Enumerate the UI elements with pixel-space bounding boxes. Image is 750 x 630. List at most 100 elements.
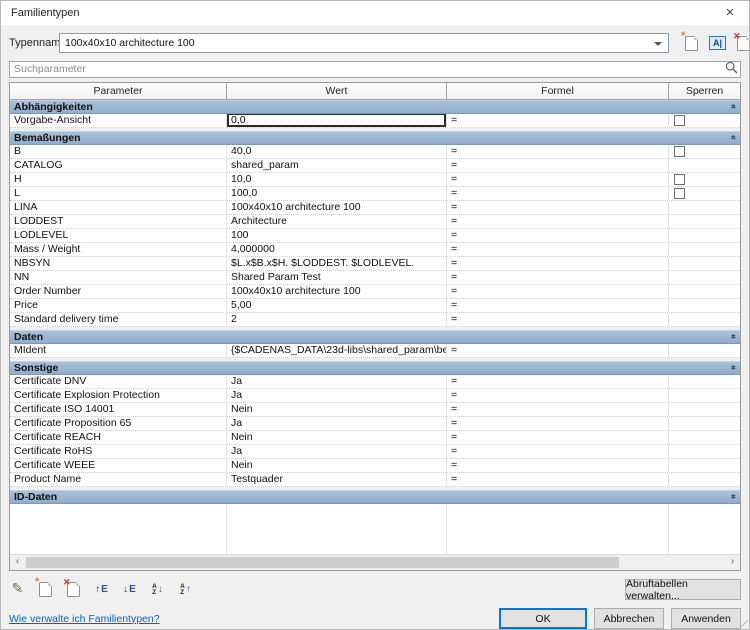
collapse-icon[interactable]: « bbox=[728, 134, 739, 141]
section-header-abh-ngigkeiten[interactable]: Abhängigkeiten « bbox=[10, 99, 740, 114]
parameter-row[interactable]: CATALOG shared_param = bbox=[10, 158, 740, 173]
parameter-row[interactable]: Standard delivery time 2 = bbox=[10, 312, 740, 327]
move-parameter-up-icon[interactable]: ↑ E bbox=[95, 584, 108, 595]
resize-grip[interactable] bbox=[740, 620, 748, 628]
parameter-row[interactable]: LODDEST Architecture = bbox=[10, 214, 740, 229]
parameter-row[interactable]: H 10,0 = bbox=[10, 172, 740, 187]
formula-cell[interactable]: = bbox=[447, 228, 669, 242]
section-header-bema-ungen[interactable]: Bemaßungen « bbox=[10, 130, 740, 145]
parameter-value-cell[interactable]: 2 bbox=[227, 312, 447, 326]
horizontal-scrollbar[interactable]: ‹ › bbox=[10, 553, 740, 570]
parameter-row[interactable]: Order Number 100x40x10 architecture 100 = bbox=[10, 284, 740, 299]
parameter-row[interactable]: NN Shared Param Test = bbox=[10, 270, 740, 285]
parameter-value-cell[interactable]: Testquader bbox=[227, 472, 447, 486]
parameter-value-cell[interactable] bbox=[227, 113, 447, 127]
parameter-row[interactable]: MIdent {$CADENAS_DATA\23d-libs\shared_par… bbox=[10, 343, 740, 358]
column-header-formel[interactable]: Formel bbox=[447, 82, 669, 100]
formula-cell[interactable]: = bbox=[447, 256, 669, 270]
parameter-value-cell[interactable]: Ja bbox=[227, 374, 447, 388]
parameter-value-cell[interactable]: 100x40x10 architecture 100 bbox=[227, 284, 447, 298]
cancel-button[interactable]: Abbrechen bbox=[594, 608, 664, 629]
parameter-value-cell[interactable]: Shared Param Test bbox=[227, 270, 447, 284]
scrollbar-thumb[interactable] bbox=[26, 556, 619, 568]
parameter-value-cell[interactable]: Architecture bbox=[227, 214, 447, 228]
formula-cell[interactable]: = bbox=[447, 158, 669, 172]
new-type-icon[interactable]: * bbox=[681, 30, 700, 52]
parameter-row[interactable]: Product Name Testquader = bbox=[10, 472, 740, 487]
formula-cell[interactable]: = bbox=[447, 242, 669, 256]
section-header-daten[interactable]: Daten « bbox=[10, 329, 740, 344]
help-link[interactable]: Wie verwalte ich Familientypen? bbox=[9, 612, 160, 625]
formula-cell[interactable]: = bbox=[447, 312, 669, 326]
parameter-row[interactable]: L 100,0 = bbox=[10, 186, 740, 201]
formula-cell[interactable]: = bbox=[447, 186, 669, 200]
collapse-icon[interactable]: « bbox=[728, 103, 739, 110]
parameter-value-cell[interactable]: 100x40x10 architecture 100 bbox=[227, 200, 447, 214]
formula-cell[interactable]: = bbox=[447, 374, 669, 388]
delete-parameter-icon[interactable]: ✕ bbox=[63, 578, 82, 598]
formula-cell[interactable]: = bbox=[447, 113, 669, 127]
delete-type-icon[interactable]: ✕ bbox=[733, 31, 749, 52]
parameter-value-cell[interactable]: 4,000000 bbox=[227, 242, 447, 256]
parameter-value-cell[interactable]: Ja bbox=[227, 388, 447, 402]
collapse-icon[interactable]: « bbox=[728, 364, 739, 371]
parameter-row[interactable]: Certificate RoHS Ja = bbox=[10, 444, 740, 459]
formula-cell[interactable]: = bbox=[447, 343, 669, 357]
formula-cell[interactable]: = bbox=[447, 172, 669, 186]
expand-icon[interactable]: » bbox=[728, 493, 739, 500]
value-edit-input[interactable] bbox=[227, 113, 446, 127]
lock-checkbox[interactable] bbox=[674, 145, 685, 157]
formula-cell[interactable]: = bbox=[447, 472, 669, 486]
formula-cell[interactable]: = bbox=[447, 200, 669, 214]
column-header-sperren[interactable]: Sperren bbox=[669, 82, 740, 100]
scroll-left-icon[interactable]: ‹ bbox=[15, 556, 20, 567]
formula-cell[interactable]: = bbox=[447, 458, 669, 472]
parameter-value-cell[interactable]: 10,0 bbox=[227, 172, 447, 186]
sort-descending-icon[interactable]: A Z ↑ bbox=[180, 582, 191, 596]
parameter-value-cell[interactable]: 5,00 bbox=[227, 298, 447, 312]
parameter-value-cell[interactable]: 40,0 bbox=[227, 144, 447, 158]
section-header-sonstige[interactable]: Sonstige « bbox=[10, 360, 740, 375]
parameter-value-cell[interactable]: Nein bbox=[227, 458, 447, 472]
formula-cell[interactable]: = bbox=[447, 144, 669, 158]
parameter-value-cell[interactable]: Ja bbox=[227, 444, 447, 458]
type-name-dropdown[interactable]: 100x40x10 architecture 100 bbox=[59, 33, 669, 53]
close-icon[interactable]: × bbox=[725, 4, 735, 21]
formula-cell[interactable]: = bbox=[447, 270, 669, 284]
lock-checkbox[interactable] bbox=[674, 114, 685, 126]
column-header-wert[interactable]: Wert bbox=[227, 82, 447, 100]
parameter-row[interactable]: Certificate ISO 14001 Nein = bbox=[10, 402, 740, 417]
apply-button[interactable]: Anwenden bbox=[671, 608, 741, 629]
parameter-row[interactable]: Certificate REACH Nein = bbox=[10, 430, 740, 445]
formula-cell[interactable]: = bbox=[447, 298, 669, 312]
collapse-icon[interactable]: « bbox=[728, 333, 739, 340]
parameter-row[interactable]: Price 5,00 = bbox=[10, 298, 740, 313]
parameter-row[interactable]: Certificate WEEE Nein = bbox=[10, 458, 740, 473]
parameter-row[interactable]: LODLEVEL 100 = bbox=[10, 228, 740, 243]
formula-cell[interactable]: = bbox=[447, 284, 669, 298]
formula-cell[interactable]: = bbox=[447, 444, 669, 458]
formula-cell[interactable]: = bbox=[447, 388, 669, 402]
parameter-value-cell[interactable]: Nein bbox=[227, 402, 447, 416]
search-input[interactable] bbox=[9, 60, 741, 78]
column-header-parameter[interactable]: Parameter bbox=[10, 82, 227, 100]
formula-cell[interactable]: = bbox=[447, 430, 669, 444]
edit-parameter-icon[interactable]: ✎ bbox=[11, 580, 24, 596]
manage-lookup-tables-button[interactable]: Abruftabellen verwalten... bbox=[625, 578, 741, 602]
parameter-row[interactable]: Vorgabe-Ansicht = bbox=[10, 113, 740, 128]
parameter-value-cell[interactable]: $L.x$B.x$H. $LODDEST. $LODLEVEL. bbox=[227, 256, 447, 270]
parameter-row[interactable]: NBSYN $L.x$B.x$H. $LODDEST. $LODLEVEL. = bbox=[10, 256, 740, 271]
parameter-value-cell[interactable]: {$CADENAS_DATA\23d-libs\shared_param\bei… bbox=[227, 343, 447, 357]
lock-checkbox[interactable] bbox=[674, 173, 685, 185]
sort-ascending-icon[interactable]: A Z ↓ bbox=[152, 582, 163, 596]
parameter-row[interactable]: B 40,0 = bbox=[10, 144, 740, 159]
parameter-row[interactable]: LINA 100x40x10 architecture 100 = bbox=[10, 200, 740, 215]
formula-cell[interactable]: = bbox=[447, 402, 669, 416]
parameter-row[interactable]: Certificate Proposition 65 Ja = bbox=[10, 416, 740, 431]
new-parameter-icon[interactable]: * bbox=[35, 577, 54, 598]
scroll-right-icon[interactable]: › bbox=[730, 556, 735, 567]
formula-cell[interactable]: = bbox=[447, 416, 669, 430]
parameter-value-cell[interactable]: Nein bbox=[227, 430, 447, 444]
move-parameter-down-icon[interactable]: ↓ E bbox=[123, 584, 136, 595]
rename-type-icon[interactable]: A| bbox=[709, 35, 726, 52]
